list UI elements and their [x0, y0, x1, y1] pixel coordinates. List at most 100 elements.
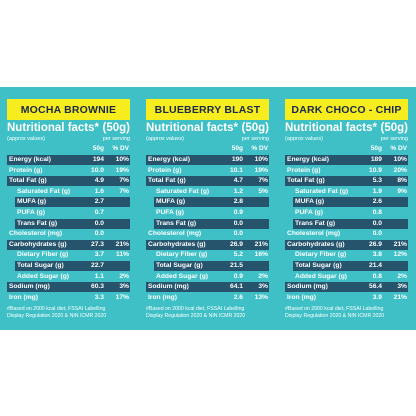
nutrient-amount: 1.9 [372, 187, 382, 195]
nutrient-amount: 0.9 [233, 272, 243, 280]
nutrient-name: Total Fat (g) [148, 177, 186, 185]
approx-values-label: (approx values) [285, 136, 323, 142]
nutrient-amount: 190 [231, 156, 243, 163]
nutrient-daily-value: 10% [115, 156, 129, 163]
nutrient-amount: 0.0 [372, 230, 382, 238]
nutrition-header: Nutritional facts* (50g) [146, 122, 269, 136]
row-stripe [293, 261, 408, 271]
row-stripe [146, 282, 269, 293]
row-stripe [293, 197, 408, 208]
nutrient-name: PUFA (g) [156, 209, 184, 216]
nutrient-daily-value: 16% [254, 251, 268, 259]
serving-size: (50g) [102, 122, 130, 134]
nutrient-daily-value: 21% [393, 293, 407, 301]
nutrient-row: Saturated Fat (g) 1.9 9% [285, 187, 408, 197]
serving-size: (50g) [380, 122, 408, 134]
row-stripe [154, 261, 269, 271]
nutrient-daily-value: 9% [397, 187, 407, 195]
row-stripe [285, 282, 408, 293]
nutrient-row: Total Sugar (g) 21.5 [146, 261, 269, 271]
nutrient-row: MUFA (g) 2.8 [146, 197, 269, 208]
nutrient-row: Cholesterol (mg) 0.0 [146, 229, 269, 239]
nutrient-daily-value: 12% [393, 251, 407, 259]
column-headers: 50g % DV [7, 145, 130, 154]
nutrient-amount: 189 [370, 156, 382, 163]
row-stripe [7, 239, 130, 250]
nutrient-amount: 4.9 [94, 177, 104, 185]
nutrient-amount: 26.9 [229, 240, 243, 248]
nutrient-row: MUFA (g) 2.6 [285, 197, 408, 208]
footnote-line-1: #Based on 2000 kcal diet, FSSAI Labellin… [285, 306, 384, 312]
nutrient-name: Saturated Fat (g) [156, 187, 210, 195]
nutrient-amount: 2.6 [372, 198, 382, 206]
nutrient-name: Sodium (mg) [9, 283, 50, 291]
footnote-line-1: #Based on 2000 kcal diet, FSSAI Labellin… [7, 306, 106, 312]
row-stripe [293, 218, 408, 229]
nutrient-name: Protein (g) [9, 166, 43, 174]
nutrient-name: Total Fat (g) [9, 177, 47, 185]
nutrient-name: Energy (kcal) [9, 156, 51, 163]
nutrient-name: Total Sugar (g) [156, 262, 203, 269]
nutrient-name: PUFA (g) [17, 209, 45, 216]
nutrient-name: Cholesterol (mg) [9, 230, 63, 238]
row-stripe [146, 155, 269, 165]
nutrition-header: Nutritional facts* (50g) [7, 122, 130, 136]
footnote-line-2: Display Regulation 2020 & NIN ICMR 2020 [285, 313, 385, 319]
nutritional-facts-label: Nutritional facts* [285, 122, 378, 134]
nutrient-row: Total Sugar (g) 21.4 [285, 261, 408, 271]
nutrient-name: Sodium (mg) [287, 283, 328, 291]
nutrient-daily-value: 21% [393, 240, 407, 248]
approx-values-label: (approx values) [146, 136, 184, 142]
nutrient-amount: 0.0 [233, 219, 243, 227]
nutrient-daily-value: 3% [119, 283, 129, 291]
nutrient-daily-value: 2% [397, 272, 407, 280]
nutrient-name: Iron (mg) [148, 293, 177, 301]
nutrient-daily-value: 7% [258, 177, 268, 185]
nutrient-row: Added Sugar (g) 0.8 2% [285, 272, 408, 282]
nutrition-panel-dark-choco-chip: DARK CHOCO - CHIP Nutritional facts* (50… [285, 99, 408, 325]
nutrient-amount: 26.9 [368, 240, 382, 248]
nutrient-row: Carbohydrates (g) 26.9 21% [285, 239, 408, 250]
nutrient-daily-value: 21% [115, 240, 129, 248]
nutrient-row: PUFA (g) 0.7 [7, 208, 130, 218]
nutrition-subheader: (approx values) per serving [285, 136, 408, 144]
nutrient-name: Saturated Fat (g) [17, 187, 71, 195]
nutrient-row: Total Fat (g) 4.7 7% [146, 176, 269, 187]
nutrient-name: Dietary Fiber (g) [17, 251, 69, 259]
row-stripe [7, 155, 130, 165]
nutrient-row: Added Sugar (g) 0.9 2% [146, 272, 269, 282]
row-stripe [285, 239, 408, 250]
nutrient-name: Added Sugar (g) [295, 272, 348, 280]
nutrition-panel-mocha-brownie: MOCHA BROWNIE Nutritional facts* (50g) (… [7, 99, 130, 325]
nutrient-name: Iron (mg) [287, 293, 316, 301]
footnote-line-1: #Based on 2000 kcal diet, FSSAI Labellin… [146, 306, 245, 312]
nutrient-daily-value: 19% [115, 166, 129, 174]
nutrient-amount: 0.9 [233, 209, 243, 216]
nutrient-name: Trans Fat (g) [295, 219, 336, 227]
row-stripe [15, 261, 130, 271]
nutrient-daily-value: 3% [258, 283, 268, 291]
nutrition-subheader: (approx values) per serving [146, 136, 269, 144]
per-serving-label: per serving [102, 136, 130, 142]
nutrient-amount: 1.2 [233, 187, 243, 195]
nutrient-name: Total Fat (g) [287, 177, 325, 185]
nutrient-daily-value: 5% [258, 187, 268, 195]
nutrient-name: Carbohydrates (g) [287, 240, 345, 248]
nutrient-amount: 2.6 [233, 293, 243, 301]
nutrient-amount: 0.8 [372, 209, 382, 216]
nutrient-amount: 27.3 [90, 240, 104, 248]
nutrient-row: Added Sugar (g) 1.1 2% [7, 272, 130, 282]
column-headers: 50g % DV [146, 145, 269, 154]
nutrient-row: Total Fat (g) 4.9 7% [7, 176, 130, 187]
nutrient-amount: 3.3 [94, 293, 104, 301]
nutrient-name: Trans Fat (g) [156, 219, 197, 227]
nutrient-row: Sodium (mg) 60.3 3% [7, 282, 130, 293]
nutrient-row: Saturated Fat (g) 1.6 7% [7, 187, 130, 197]
nutrition-panel-blueberry-blast: BLUEBERRY BLAST Nutritional facts* (50g)… [146, 99, 269, 325]
nutrient-row: Iron (mg) 3.9 21% [285, 293, 408, 303]
nutrient-amount: 2.8 [233, 198, 243, 206]
nutrient-daily-value: 17% [115, 293, 129, 301]
nutrient-amount: 5.2 [233, 251, 243, 259]
row-stripe [7, 176, 130, 187]
nutrient-row: Dietary Fiber (g) 3.7 11% [7, 250, 130, 260]
